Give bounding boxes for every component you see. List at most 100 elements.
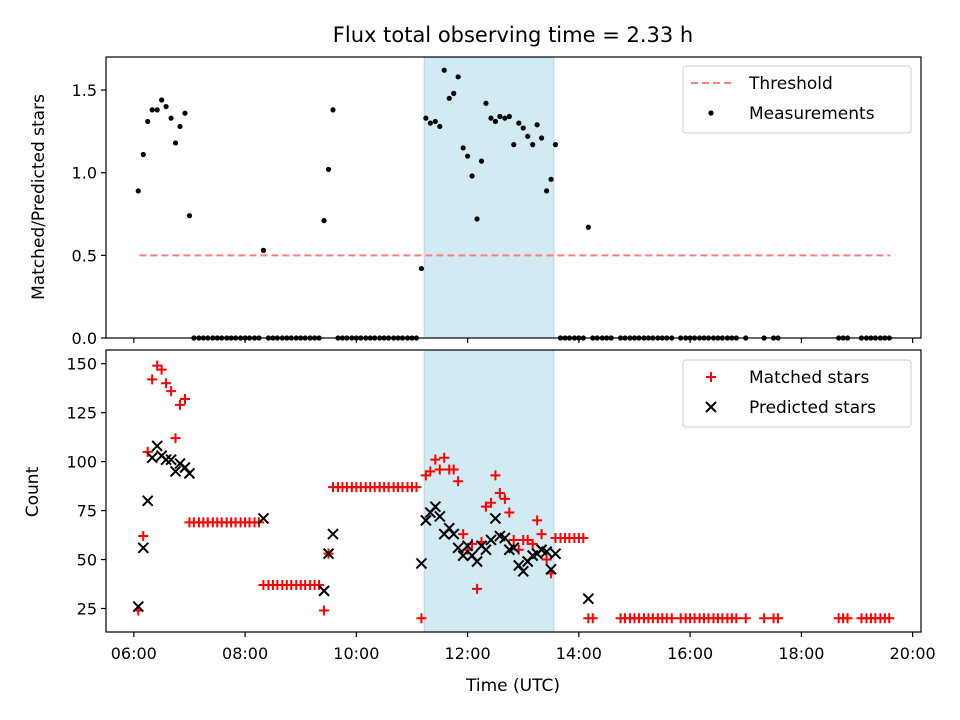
data-point	[530, 142, 536, 148]
data-point	[480, 501, 491, 512]
data-point	[330, 107, 336, 113]
observing-window-band	[423, 349, 555, 633]
data-point	[453, 476, 464, 487]
data-point	[541, 554, 552, 565]
data-point	[582, 593, 595, 605]
legend-label: Predicted stars	[749, 398, 876, 418]
y-tick-label: 75	[77, 502, 97, 521]
data-point	[452, 542, 464, 554]
data-point	[492, 118, 499, 125]
data-point	[773, 613, 784, 624]
y-tick-label: 50	[77, 551, 97, 570]
data-point	[149, 107, 155, 113]
bottom-y-axis-label: Count	[23, 466, 43, 517]
data-point	[423, 115, 429, 121]
data-point	[552, 142, 559, 148]
data-point	[522, 534, 533, 545]
data-point	[740, 613, 751, 624]
data-point	[415, 557, 428, 570]
data-point	[478, 158, 485, 164]
data-point	[145, 118, 151, 125]
data-point	[140, 151, 146, 158]
data-point	[548, 176, 554, 182]
data-point	[578, 533, 589, 543]
data-point	[321, 218, 327, 224]
data-point	[516, 120, 522, 126]
data-point	[448, 464, 459, 475]
data-point	[260, 247, 267, 253]
data-point	[179, 393, 190, 404]
data-point	[179, 461, 191, 474]
data-point	[666, 613, 677, 624]
plot-frame	[105, 349, 922, 633]
top-y-axis-label: Matched/Predicted stars	[29, 94, 49, 300]
data-point	[142, 495, 154, 507]
data-point	[532, 515, 543, 526]
data-point	[165, 453, 177, 466]
data-point	[511, 142, 517, 148]
data-point	[170, 433, 181, 444]
plot-frame	[105, 56, 922, 339]
data-point	[325, 166, 332, 172]
data-point	[731, 613, 742, 624]
data-point	[465, 153, 471, 159]
data-point	[534, 122, 540, 128]
data-point	[425, 466, 436, 477]
data-point	[483, 100, 489, 106]
series-measurements	[135, 67, 892, 341]
legend-marker-swatch	[708, 110, 714, 116]
legend-marker-swatch	[706, 372, 716, 382]
y-tick-label: 100	[66, 453, 97, 472]
top-panel: 0.0 0.5 1.0 1.5 Threshold Measurements	[72, 56, 922, 348]
data-point	[168, 115, 174, 121]
data-point	[461, 540, 474, 552]
data-point	[469, 173, 475, 179]
data-point	[166, 386, 177, 397]
data-point	[159, 97, 165, 103]
data-point	[545, 563, 557, 576]
y-tick-label: 0.5	[72, 246, 97, 265]
data-point	[441, 67, 447, 73]
data-point	[439, 452, 450, 463]
x-tick-label: 18:00	[778, 644, 824, 663]
legend-box	[682, 359, 912, 428]
data-point	[472, 583, 483, 594]
data-point	[156, 364, 167, 375]
data-point	[497, 113, 503, 120]
y-tick-label: 125	[66, 404, 97, 423]
data-point	[420, 514, 432, 527]
data-point	[135, 188, 141, 194]
legend-marker-swatch	[705, 401, 717, 413]
legend: Matched stars Predicted stars	[682, 359, 912, 428]
data-point	[427, 120, 433, 126]
data-point	[322, 547, 335, 560]
data-point	[182, 110, 188, 116]
data-point	[146, 452, 158, 464]
data-point	[446, 95, 452, 101]
series-matched-stars	[133, 360, 895, 624]
data-point	[418, 265, 425, 272]
data-point	[488, 115, 494, 121]
data-point	[137, 542, 149, 554]
x-tick-label: 16:00	[667, 644, 713, 663]
data-point	[314, 580, 325, 590]
data-point	[443, 522, 455, 534]
data-point	[434, 464, 445, 475]
data-point	[540, 546, 553, 558]
x-tick-label: 12:00	[445, 644, 491, 663]
data-point	[842, 613, 853, 624]
data-point	[508, 542, 520, 554]
data-point	[457, 549, 469, 562]
data-point	[132, 600, 144, 613]
data-point	[430, 454, 441, 465]
data-point	[429, 500, 442, 513]
legend-box	[682, 65, 912, 134]
x-tick-label: 08:00	[222, 644, 268, 663]
data-point	[432, 118, 438, 125]
data-point	[544, 188, 550, 194]
data-point	[490, 470, 501, 481]
x-tick-label: 06:00	[111, 644, 157, 663]
x-axis-label: Time (UTC)	[465, 676, 560, 696]
legend-label: Measurements	[749, 104, 875, 124]
